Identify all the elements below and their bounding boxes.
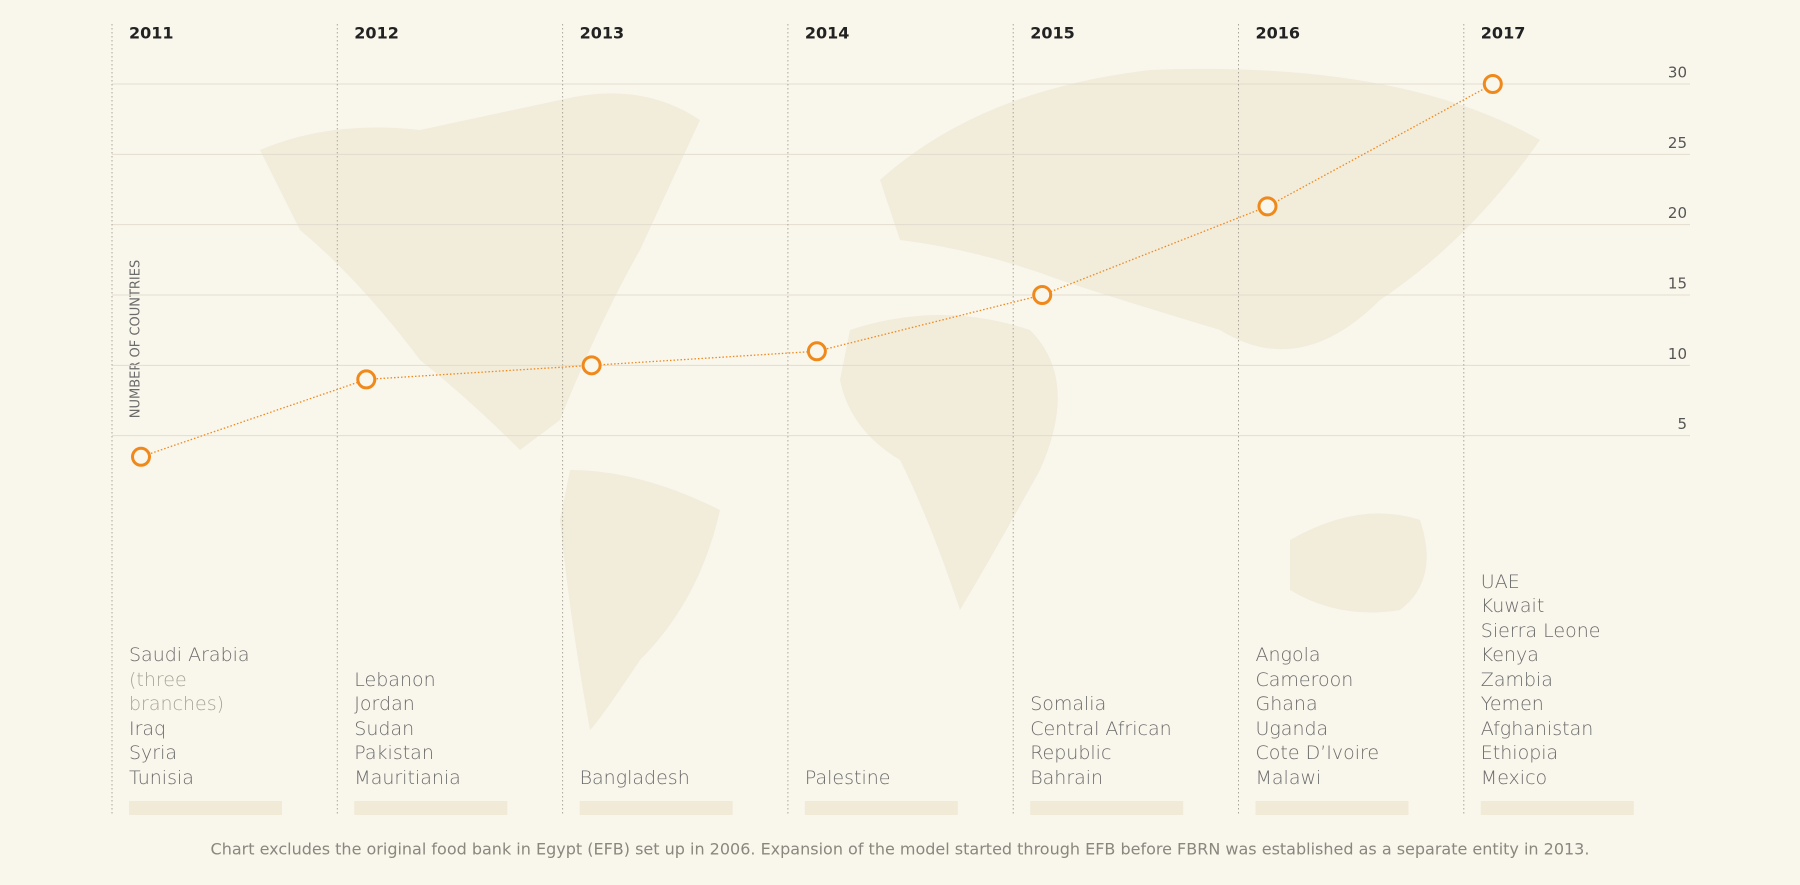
country-name: Pakistan (354, 742, 434, 764)
y-tick-label: 5 (1677, 415, 1687, 433)
y-tick-label: 10 (1668, 345, 1687, 363)
country-name: Central African Republic (1030, 717, 1172, 765)
country-list: Saudi Arabia (three branches) Iraq Syria Tun… (129, 643, 279, 790)
country-name: Mauritiania (354, 766, 461, 789)
y-tick-label: 15 (1668, 275, 1687, 293)
year-label: 2017 (1481, 24, 1526, 43)
country-list: Bangladesh (580, 766, 730, 791)
data-point (1032, 285, 1053, 305)
country-name: Lebanon (354, 668, 436, 691)
country-name: Mexico (1480, 766, 1548, 789)
year-bar (129, 801, 282, 815)
country-name: Iraq (129, 717, 167, 740)
country-name: Ghana (1255, 693, 1318, 715)
data-point (131, 446, 151, 467)
data-point (1257, 196, 1278, 217)
country-list: Lebanon Jordan Sudan Pakistan Mauritiania (354, 668, 504, 791)
year-bar (354, 801, 508, 815)
country-name: Jordan (354, 693, 415, 715)
data-point (1482, 74, 1503, 94)
year-label: 2012 (354, 24, 399, 43)
country-name: Bahrain (1030, 766, 1104, 789)
y-axis-label: NUMBER OF COUNTRIES (129, 260, 144, 418)
year-label: 2015 (1030, 24, 1075, 43)
country-name: Angola (1255, 644, 1321, 666)
country-name: Ethiopia (1480, 742, 1559, 764)
country-name: Kuwait (1480, 595, 1545, 617)
map-background (260, 68, 1540, 730)
country-name: Sudan (354, 717, 415, 740)
country-name: Yemen (1480, 693, 1544, 715)
year-label: 2014 (805, 24, 850, 43)
year-bar (579, 801, 733, 815)
data-point (581, 355, 602, 376)
year-label: 2013 (580, 24, 625, 43)
data-point (806, 341, 827, 362)
country-name: Malawi (1255, 766, 1322, 789)
year-bar (1480, 801, 1634, 815)
y-tick-label: 20 (1668, 204, 1687, 222)
data-point (356, 369, 377, 390)
country-list: Somalia Central African Republic Bahrain (1030, 692, 1180, 790)
country-name: Kenya (1480, 644, 1539, 666)
country-name: Sierra Leone (1480, 619, 1601, 642)
country-name: Bangladesh (579, 766, 690, 789)
country-name: Palestine (804, 766, 891, 789)
footnote: Chart excludes the original food bank in… (211, 840, 1590, 859)
year-label: 2011 (129, 24, 174, 43)
country-name: Cote D’Ivoire (1255, 742, 1380, 764)
country-name: Zambia (1480, 668, 1553, 691)
country-name: (three branches) (129, 668, 225, 716)
country-name: Tunisia (129, 766, 194, 789)
country-name: UAE (1480, 570, 1520, 593)
country-name: Uganda (1255, 717, 1329, 740)
year-bar (1255, 801, 1409, 815)
country-list: Angola Cameroon Ghana Uganda Cote D’Ivoire Ma… (1256, 643, 1406, 790)
year-bar (804, 801, 958, 815)
country-name: Cameroon (1255, 668, 1354, 691)
year-bar (1030, 801, 1184, 815)
country-name: Somalia (1030, 693, 1107, 715)
country-name: Afghanistan (1480, 717, 1594, 740)
country-list: UAE Kuwait Sierra Leone Kenya Zambia Yemen Afg… (1481, 570, 1631, 791)
country-name: Saudi Arabia (129, 644, 250, 666)
country-name: Syria (129, 742, 178, 764)
year-label: 2016 (1256, 24, 1301, 43)
y-tick-label: 30 (1668, 64, 1687, 82)
y-tick-label: 25 (1668, 134, 1687, 152)
country-list: Palestine (805, 766, 955, 791)
